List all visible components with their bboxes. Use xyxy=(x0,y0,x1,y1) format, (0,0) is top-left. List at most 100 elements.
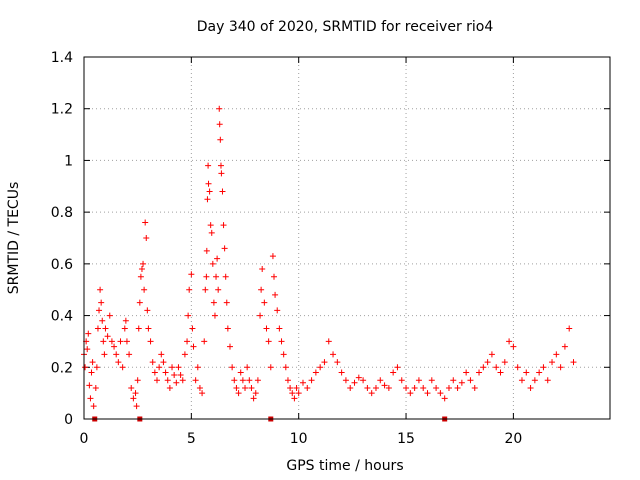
data-point xyxy=(130,395,137,402)
data-point xyxy=(368,390,375,397)
data-point xyxy=(89,359,96,366)
data-point xyxy=(169,364,176,371)
data-point xyxy=(205,180,212,187)
data-point xyxy=(420,384,427,391)
data-point xyxy=(87,395,94,402)
data-point xyxy=(156,364,163,371)
data-point xyxy=(219,188,226,195)
data-point xyxy=(271,273,278,280)
data-point xyxy=(160,359,167,366)
data-point xyxy=(216,121,223,128)
data-point xyxy=(136,299,143,306)
data-point xyxy=(101,351,108,358)
data-point xyxy=(398,377,405,384)
x-axis-label: GPS time / hours xyxy=(286,458,403,474)
data-point xyxy=(206,188,213,195)
data-point xyxy=(523,369,530,376)
data-point xyxy=(184,338,191,345)
data-point xyxy=(126,351,133,358)
data-point xyxy=(190,343,197,350)
data-point xyxy=(536,369,543,376)
data-point xyxy=(82,364,89,371)
data-point xyxy=(561,343,568,350)
data-point xyxy=(269,253,276,260)
data-point xyxy=(133,403,140,410)
data-point xyxy=(177,372,184,379)
data-point xyxy=(407,390,414,397)
data-point xyxy=(149,359,156,366)
data-point xyxy=(199,390,206,397)
data-point xyxy=(97,286,104,293)
data-point xyxy=(355,374,362,381)
data-point xyxy=(272,291,279,298)
data-point xyxy=(514,364,521,371)
data-point xyxy=(207,222,214,229)
data-point xyxy=(128,384,135,391)
data-point xyxy=(347,384,354,391)
data-point xyxy=(201,338,208,345)
data-point xyxy=(282,364,289,371)
y-tick-label: 0.8 xyxy=(51,205,73,221)
data-point xyxy=(312,369,319,376)
y-tick-label: 0.6 xyxy=(51,257,73,273)
data-point xyxy=(510,343,517,350)
data-point xyxy=(215,286,222,293)
data-point xyxy=(102,325,109,332)
data-point xyxy=(144,307,151,314)
data-point xyxy=(390,369,397,376)
data-point xyxy=(213,273,220,280)
data-point xyxy=(162,369,169,376)
y-tick-label: 0.2 xyxy=(51,360,73,376)
data-point xyxy=(141,286,148,293)
data-point xyxy=(223,299,230,306)
data-point xyxy=(96,307,103,314)
data-point xyxy=(480,364,487,371)
data-point xyxy=(424,390,431,397)
data-point xyxy=(304,384,311,391)
data-point xyxy=(202,286,209,293)
x-axis: 0 5 10 15 20 xyxy=(80,57,522,447)
data-point xyxy=(291,395,298,402)
data-point xyxy=(104,333,111,340)
data-point xyxy=(224,325,231,332)
data-point xyxy=(196,384,203,391)
data-point xyxy=(308,377,315,384)
data-point xyxy=(166,384,173,391)
data-point xyxy=(428,377,435,384)
data-point xyxy=(115,359,122,366)
data-point xyxy=(570,359,577,366)
data-point xyxy=(222,273,229,280)
data-point xyxy=(123,338,130,345)
data-point xyxy=(235,390,242,397)
data-point xyxy=(90,403,97,410)
y-tick-label: 0 xyxy=(64,412,73,428)
data-point xyxy=(218,170,225,177)
data-point xyxy=(244,364,251,371)
data-point xyxy=(553,351,560,358)
data-point xyxy=(231,377,238,384)
data-point xyxy=(394,364,401,371)
data-point xyxy=(158,351,165,358)
data-point xyxy=(330,351,337,358)
data-point xyxy=(263,325,270,332)
data-point xyxy=(134,377,141,384)
data-point xyxy=(86,382,93,389)
scatter-series xyxy=(81,105,577,410)
data-point xyxy=(433,384,440,391)
x-tick-label: 10 xyxy=(290,431,308,447)
data-point xyxy=(557,364,564,371)
data-point xyxy=(111,343,118,350)
data-point xyxy=(192,377,199,384)
data-point xyxy=(181,351,188,358)
data-point xyxy=(217,136,224,143)
data-point xyxy=(145,325,152,332)
data-point xyxy=(189,325,196,332)
data-point xyxy=(454,384,461,391)
data-point xyxy=(217,162,224,169)
data-point xyxy=(220,222,227,229)
data-point xyxy=(216,105,223,112)
data-point xyxy=(204,196,211,203)
data-point xyxy=(246,377,253,384)
data-point xyxy=(203,273,210,280)
